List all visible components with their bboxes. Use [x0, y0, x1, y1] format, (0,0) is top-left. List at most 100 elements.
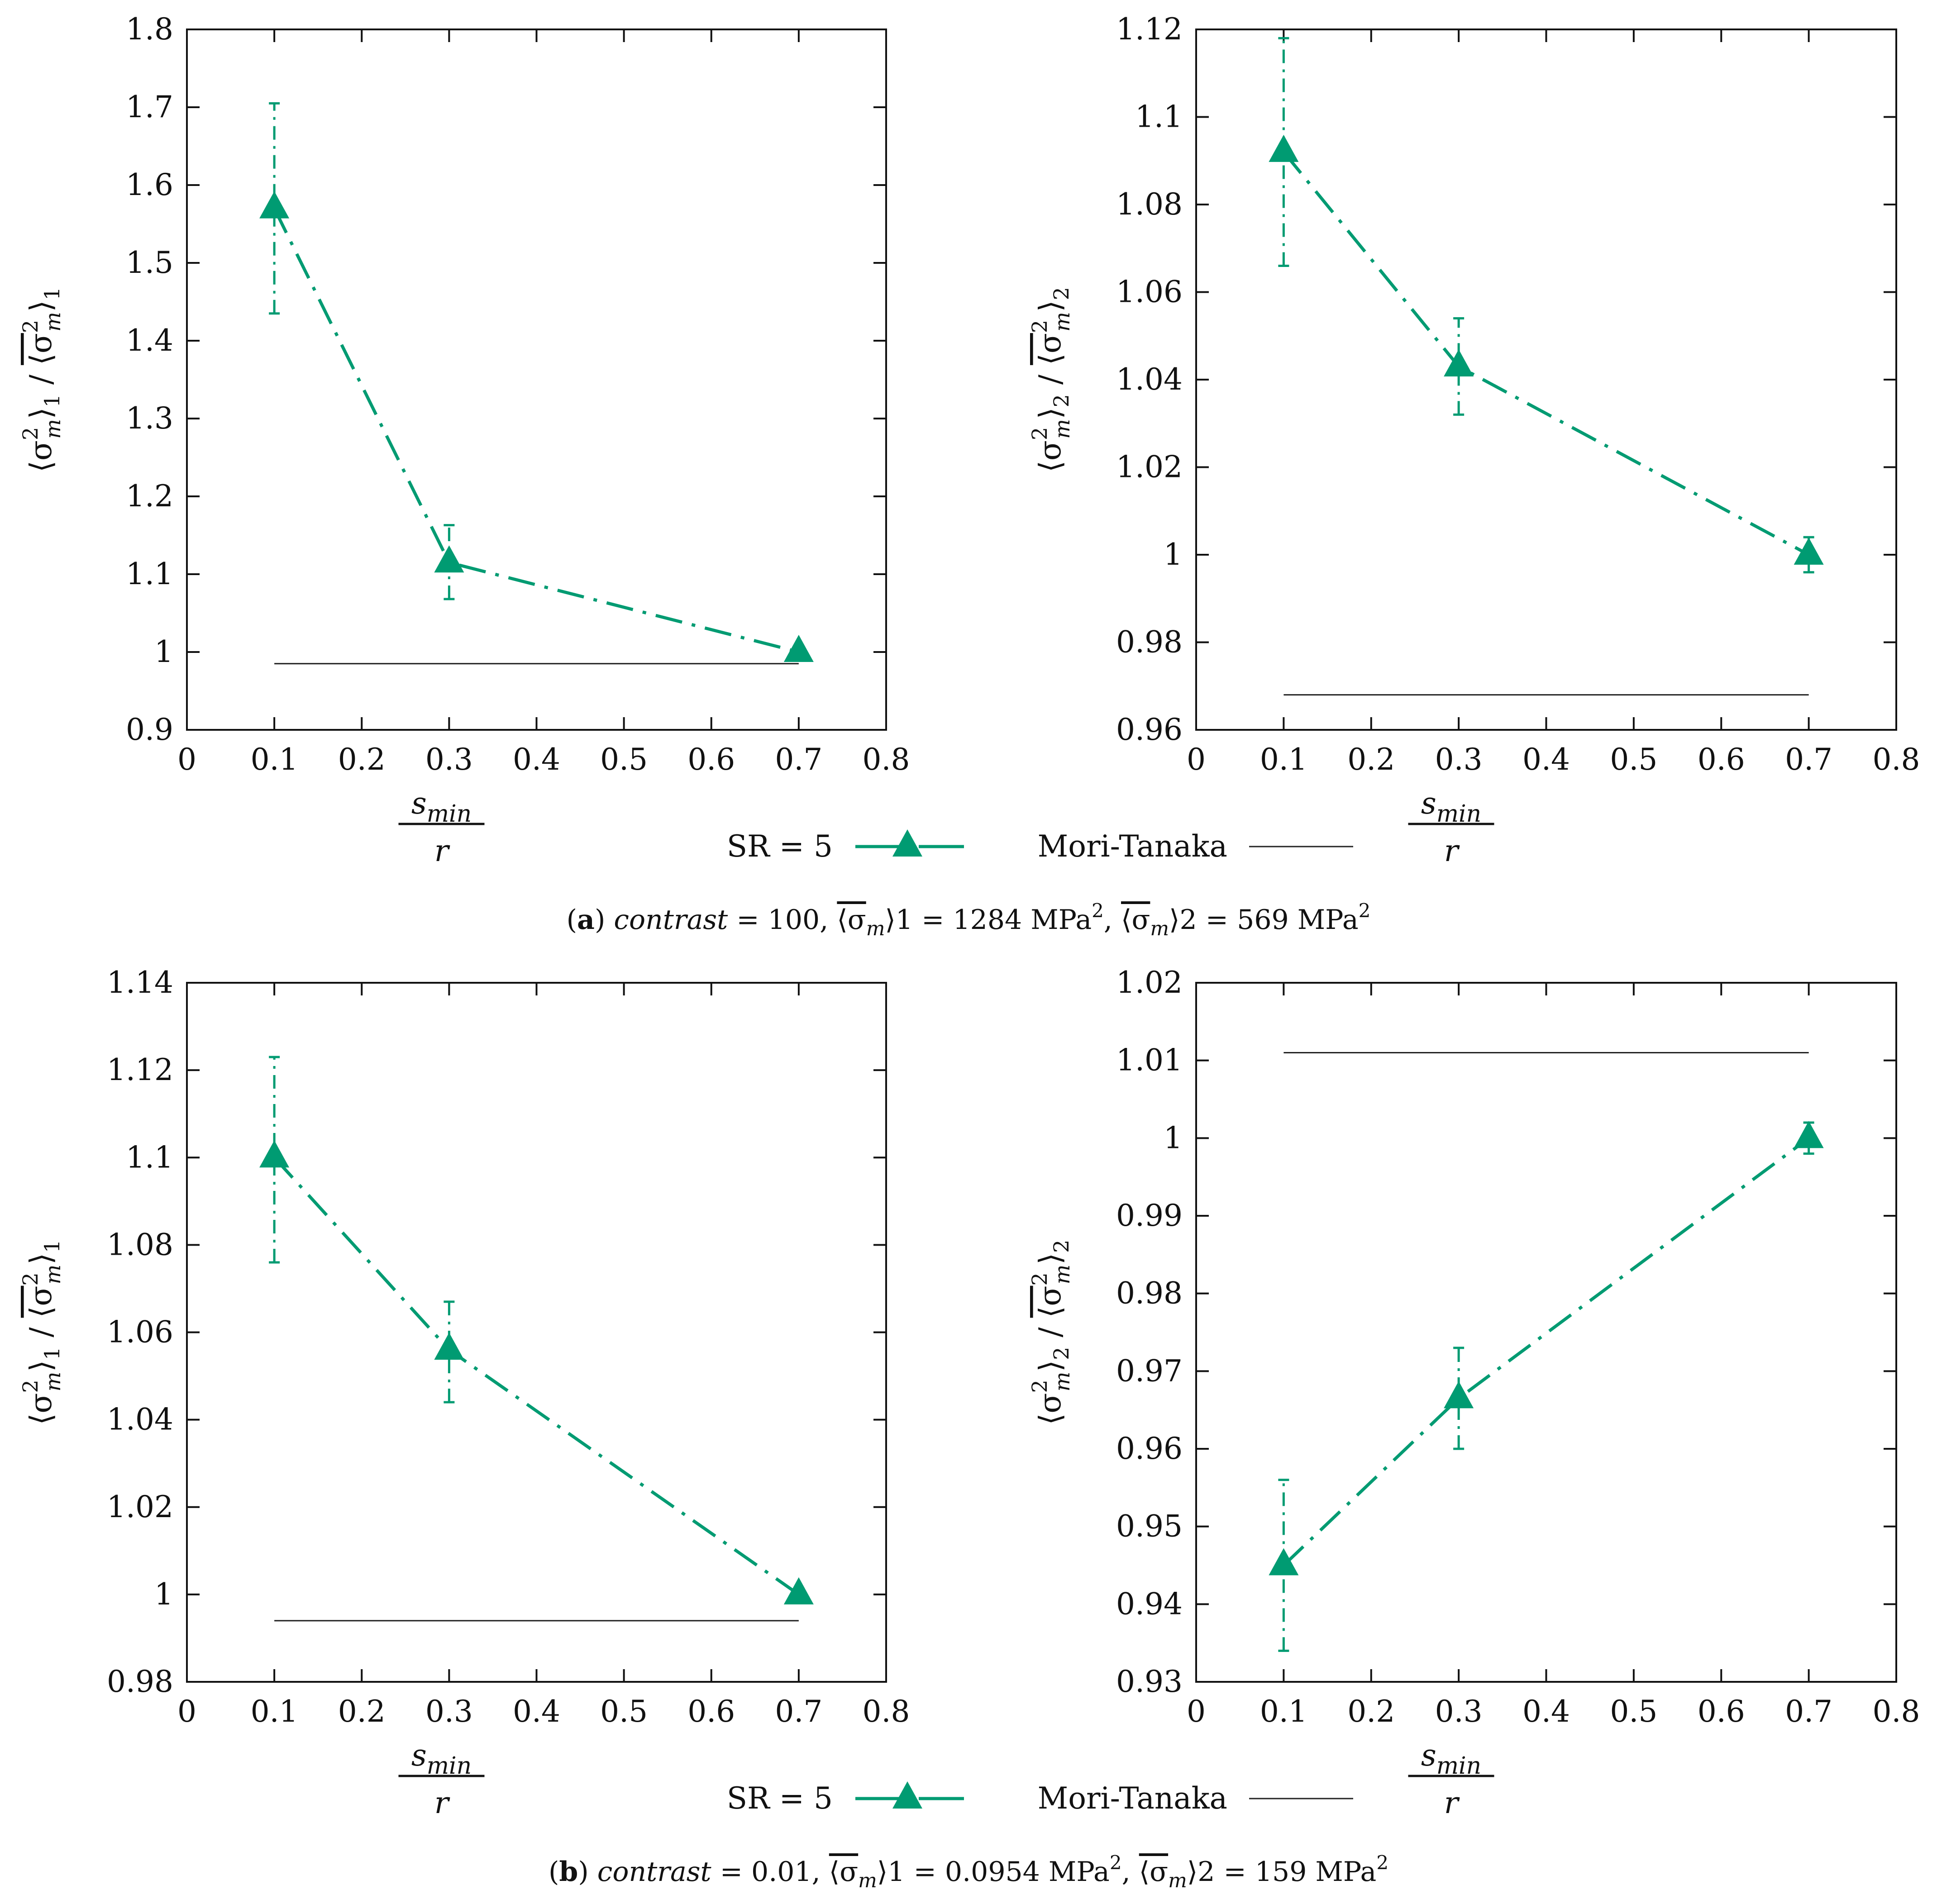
y-tick-label: 1.04 — [1116, 362, 1183, 397]
data-point-triangle — [259, 1140, 290, 1168]
caption-v2-open: ⟨σ — [1139, 1856, 1168, 1888]
caption-letter: a — [577, 904, 595, 936]
y-label-m: m — [41, 419, 65, 439]
caption-v2-idx: ⟩2 — [1169, 904, 1197, 936]
y-tick-label: 1.7 — [126, 90, 173, 124]
y-tick-label: 1.3 — [126, 401, 173, 436]
caption-a: (a) contrast = 100, ⟨σm⟩1 = 1284 MPa2, ⟨… — [567, 900, 1371, 940]
y-label-m: m — [41, 1372, 65, 1392]
y-label-sup: 2 — [1027, 427, 1052, 440]
x-tick-label: 0 — [177, 1694, 196, 1729]
y-tick-label: 0.96 — [1116, 1431, 1183, 1466]
y-tick-label: 1.14 — [107, 965, 173, 1000]
data-point-triangle — [1269, 134, 1299, 162]
plot-frame — [1195, 29, 1897, 731]
y-tick-label: 0.96 — [1116, 712, 1183, 747]
y-label-idx: 2 — [1049, 1347, 1073, 1360]
data-point-triangle — [783, 635, 814, 662]
caption-paren-close: ) — [595, 904, 614, 936]
caption-v2-open: ⟨σ — [1121, 904, 1150, 936]
x-axis-label-numerator: smin — [411, 1738, 472, 1780]
x-tick-label: 0.1 — [251, 1694, 298, 1729]
y-tick-label: 1 — [154, 634, 173, 669]
y-tick-label: 1.8 — [126, 12, 173, 47]
y-tick-label: 1.1 — [1135, 100, 1183, 134]
x-tick-label: 0.8 — [863, 1694, 910, 1729]
y-label-m-2: m — [41, 1265, 65, 1285]
legends: SR = 5 Mori-Tanaka SR = 5 Mori-Tanaka — [727, 829, 1353, 1816]
caption-v2-value: = 159 MPa — [1215, 1856, 1376, 1888]
y-tick-label: 0.98 — [107, 1664, 173, 1699]
y-tick-label: 1.08 — [107, 1227, 173, 1262]
y-tick-label: 1.12 — [107, 1052, 173, 1087]
x-tick-label: 0.4 — [1522, 1694, 1570, 1729]
x-tick-label: 0.8 — [863, 742, 910, 777]
x-tick-label: 0.6 — [687, 742, 735, 777]
y-tick-label: 1.08 — [1116, 187, 1183, 222]
y-label-sup: 2 — [18, 427, 43, 440]
x-tick-label: 0 — [177, 742, 196, 777]
data-point-triangle — [434, 1333, 464, 1360]
plot-frame — [186, 29, 887, 731]
x-tick-label: 0.2 — [1347, 1694, 1395, 1729]
y-tick-label: 1 — [1164, 1120, 1183, 1155]
y-tick-label: 1.06 — [1116, 275, 1183, 309]
legend-series-label: SR = 5 — [727, 829, 833, 864]
y-tick-label: 1.12 — [1116, 12, 1183, 47]
y-label-sup-2: 2 — [1027, 320, 1052, 333]
data-point-triangle — [1794, 538, 1824, 565]
x-tick-label: 0.1 — [1260, 742, 1307, 777]
y-axis-label: ⟨σ2m⟩2 / ⟨σ2m⟩2 — [1027, 1240, 1074, 1425]
y-label-open: ⟨σ — [1033, 1393, 1068, 1425]
x-tick-label: 0.5 — [1610, 742, 1657, 777]
y-label-close-2: ⟩ — [24, 1253, 58, 1265]
x-tick-label: 0.5 — [1610, 1694, 1657, 1729]
y-label-close-2: ⟩ — [1033, 1253, 1068, 1265]
caption-v2-sup: 2 — [1359, 900, 1371, 922]
y-label-idx-2: 2 — [1049, 1240, 1073, 1253]
caption-v1-open: ⟨σ — [829, 1856, 858, 1888]
y-tick-label: 0.94 — [1116, 1586, 1183, 1621]
x-tick-label: 0.8 — [1873, 742, 1920, 777]
x-tick-label: 0.6 — [1698, 1694, 1745, 1729]
caption-v2-sub: m — [1150, 917, 1169, 940]
y-tick-label: 1.02 — [1116, 965, 1183, 1000]
y-label-slash: / — [24, 1318, 58, 1347]
data-point-triangle — [1444, 349, 1474, 376]
y-axis-label: ⟨σ2m⟩2 / ⟨σ2m⟩2 — [1027, 287, 1074, 472]
y-label-close-2: ⟩ — [24, 300, 58, 312]
y-tick-label: 1.2 — [126, 479, 173, 514]
x-tick-label: 0.7 — [1785, 1694, 1832, 1729]
y-label-open-2: ⟨σ — [24, 1286, 58, 1318]
y-label-open: ⟨σ — [24, 1393, 58, 1425]
x-tick-label: 0.2 — [1347, 742, 1395, 777]
y-label-m-2: m — [41, 312, 65, 332]
captions: (a) contrast = 100, ⟨σm⟩1 = 1284 MPa2, ⟨… — [549, 900, 1388, 1892]
chart-panel-a-left: 0 0.1 0.2 0.3 0.4 0.5 0.6 0.7 0.8 0.9 1 1.1 1.2 1.3 1.… — [18, 12, 910, 868]
x-tick-label: 0.3 — [1435, 1694, 1483, 1729]
x-tick-label: 0.3 — [425, 742, 473, 777]
y-label-m: m — [1050, 419, 1074, 439]
x-axis-label-denominator: r — [1444, 1785, 1460, 1820]
y-label-idx: 1 — [40, 394, 64, 407]
caption-b: (b) contrast = 0.01, ⟨σm⟩1 = 0.0954 MPa2… — [549, 1852, 1388, 1892]
caption-comma: , — [1122, 1856, 1139, 1888]
y-label-slash: / — [24, 365, 58, 394]
caption-v1-idx: ⟩1 — [885, 904, 913, 936]
series-line — [1282, 151, 1810, 557]
x-label-s: s — [411, 1738, 427, 1773]
y-label-close: ⟩ — [24, 1360, 58, 1372]
y-label-m: m — [1050, 1372, 1074, 1392]
chart-panel-a-right: 0 0.1 0.2 0.3 0.4 0.5 0.6 0.7 0.8 0.96 0.98 1 1.02 1.… — [1027, 12, 1920, 868]
caption-contrast-value: = 0.01, — [711, 1856, 829, 1888]
y-tick-label: 1 — [1164, 537, 1183, 572]
x-tick-label: 0.7 — [1785, 742, 1832, 777]
caption-paren-open: ( — [549, 1856, 559, 1888]
y-label-idx: 2 — [1049, 394, 1073, 407]
x-axis-label-denominator: r — [434, 833, 450, 868]
plot-frame — [186, 982, 887, 1683]
caption-v1-value: = 1284 MPa — [913, 904, 1092, 936]
y-label-idx: 1 — [40, 1347, 64, 1360]
x-tick-label: 0.2 — [338, 1694, 386, 1729]
x-tick-label: 0 — [1187, 1694, 1206, 1729]
